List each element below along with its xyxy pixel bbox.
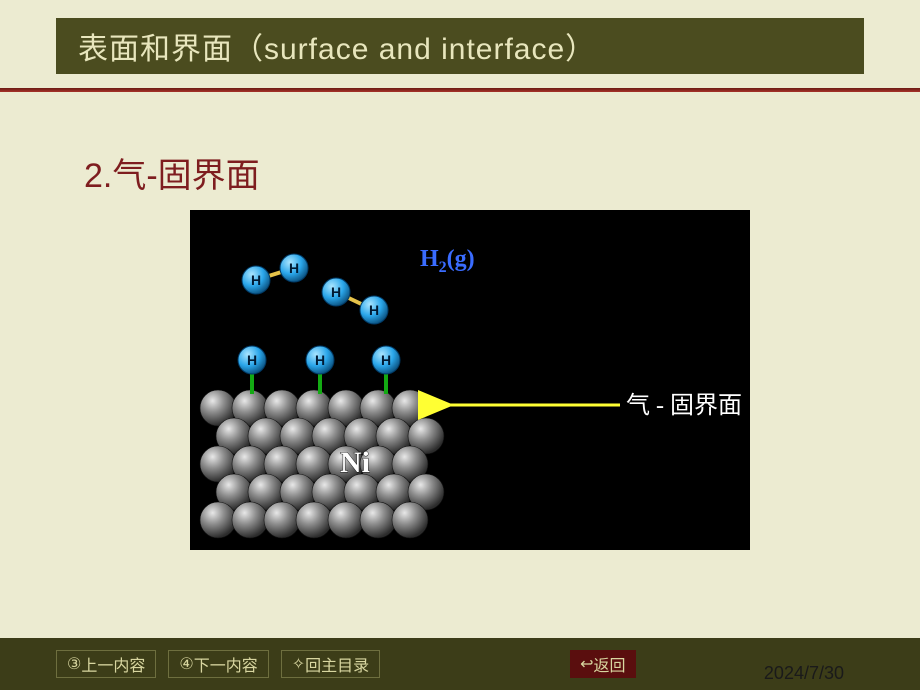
svg-text:H: H [331,284,341,300]
main-menu-button-icon: ✧ [292,654,305,674]
svg-text:H: H [251,272,261,288]
footer-buttons: ③上一内容 ④下一内容 ✧回主目录 [44,650,380,678]
svg-text:H: H [315,352,325,368]
next-content-button-icon: ④ [179,654,193,674]
section-number: 2. [84,157,112,195]
svg-text:H: H [247,352,257,368]
slide: 表面和界面（surface and interface） 2.气-固界面 Ni H… [0,0,920,690]
diagram-svg: Ni H H H H H H H H2(g) 气 - 固界面 [190,210,750,550]
return-button[interactable]: ↩返回 [570,650,635,678]
slide-date: 2024/7/30 [764,663,844,684]
main-menu-button-label: 回主目录 [305,652,369,676]
svg-text:H: H [381,352,391,368]
section-text: 气-固界面 [112,157,259,195]
gas-solid-interface-diagram: Ni H H H H H H H H2(g) 气 - 固界面 [190,210,750,550]
svg-text:H: H [369,302,379,318]
next-content-button-label: 下一内容 [194,652,258,676]
page-title: 表面和界面（surface and interface） [78,24,596,68]
section-title: 2.气-固界面 [84,148,260,197]
svg-text:Ni: Ni [340,446,370,479]
svg-text:H: H [289,260,299,276]
svg-text:气 - 固界面: 气 - 固界面 [626,392,742,419]
prev-content-button-icon: ③ [67,654,81,674]
title-bar: 表面和界面（surface and interface） [56,18,864,74]
return-label: 返回 [594,652,626,676]
next-content-button[interactable]: ④下一内容 [168,650,268,678]
title-underline [0,88,920,92]
svg-text:H2(g): H2(g) [420,246,475,276]
prev-content-button-label: 上一内容 [81,652,145,676]
prev-content-button[interactable]: ③上一内容 [56,650,156,678]
main-menu-button[interactable]: ✧回主目录 [281,650,380,678]
return-icon: ↩ [580,654,593,674]
